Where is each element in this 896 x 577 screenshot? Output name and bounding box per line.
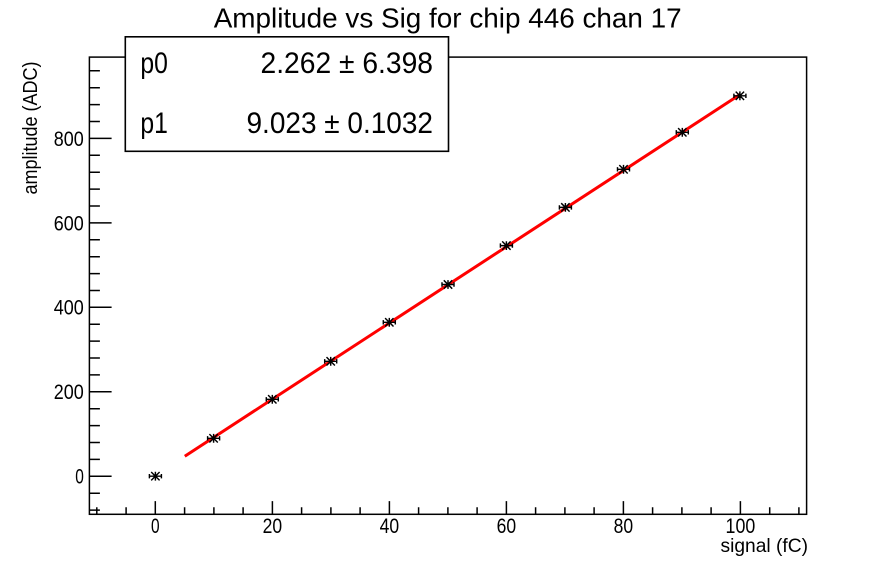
svg-text:80: 80 [614, 514, 634, 538]
svg-text:40: 40 [380, 514, 400, 538]
svg-text:2.262 ± 6.398: 2.262 ± 6.398 [261, 47, 434, 80]
svg-text:60: 60 [497, 514, 517, 538]
svg-text:400: 400 [54, 296, 84, 320]
svg-text:amplitude (ADC): amplitude (ADC) [20, 62, 42, 195]
svg-text:0: 0 [151, 514, 160, 538]
svg-text:p0: p0 [140, 47, 168, 80]
svg-text:0: 0 [75, 465, 84, 489]
svg-text:100: 100 [726, 514, 756, 538]
svg-text:600: 600 [54, 211, 84, 235]
svg-text:9.023 ± 0.1032: 9.023 ± 0.1032 [247, 107, 434, 140]
svg-text:Amplitude vs Sig for chip 446: Amplitude vs Sig for chip 446 chan 17 [214, 2, 682, 33]
svg-text:p1: p1 [140, 107, 168, 140]
svg-text:20: 20 [263, 514, 283, 538]
svg-text:800: 800 [54, 127, 84, 151]
svg-text:200: 200 [54, 380, 84, 404]
svg-text:signal (fC): signal (fC) [721, 535, 809, 557]
